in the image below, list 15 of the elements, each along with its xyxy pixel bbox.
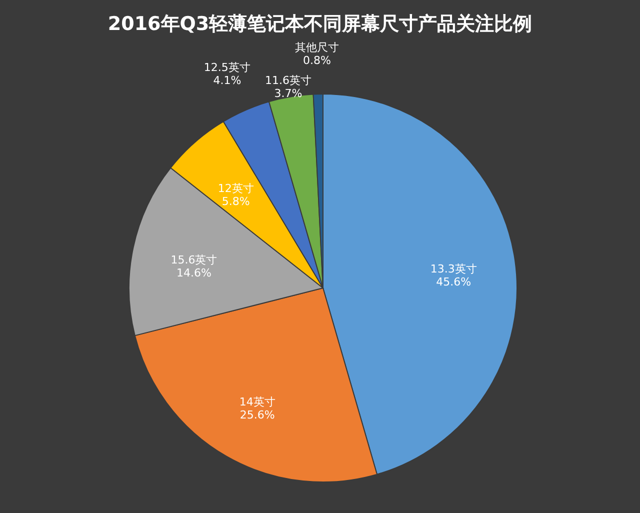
data-label: 25.6% <box>240 408 275 422</box>
chart-title: 2016年Q3轻薄笔记本不同屏幕尺寸产品关注比例 <box>108 13 532 35</box>
data-label: 3.7% <box>274 86 302 100</box>
data-label: 45.6% <box>436 275 472 288</box>
slice-label: 14英寸 <box>239 395 276 408</box>
slice-label: 12.5英寸 <box>204 60 250 74</box>
slice-label: 15.6英寸 <box>170 253 218 266</box>
data-label: 14.6% <box>176 266 212 280</box>
data-label: 4.1% <box>213 74 242 87</box>
slice-label: 13.3英寸 <box>430 262 477 276</box>
slice-label: 12英寸 <box>218 182 254 195</box>
data-label: 0.8% <box>303 54 331 68</box>
data-label: 5.8% <box>222 194 250 208</box>
slice-label: 其他尺寸 <box>294 41 339 54</box>
slice-label: 11.6英寸 <box>265 74 312 87</box>
